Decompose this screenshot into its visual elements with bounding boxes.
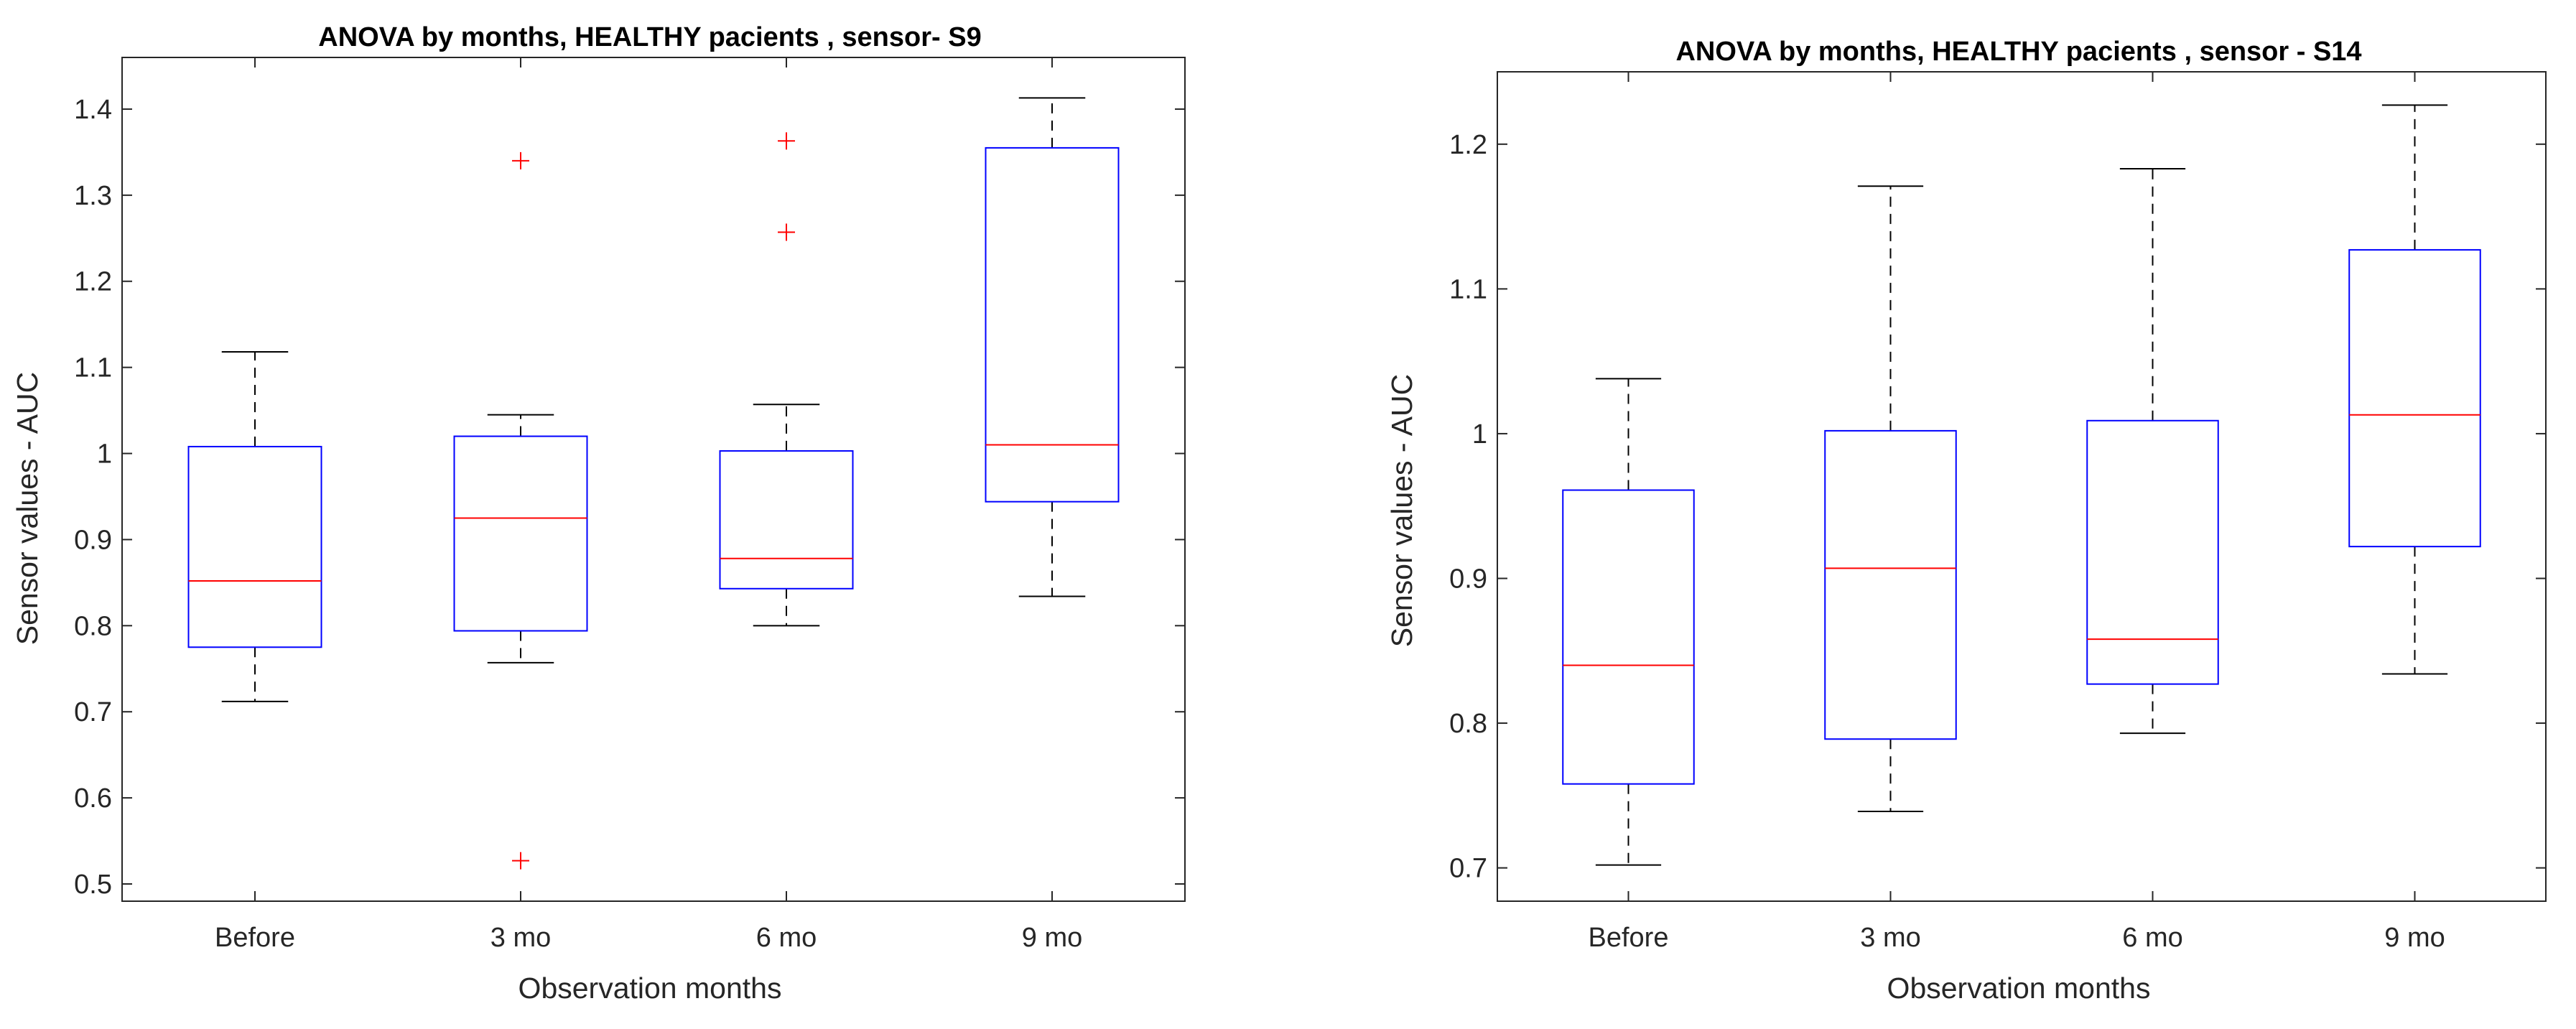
box-group-6-mo (719, 132, 854, 627)
y-tick-label: 1.3 (74, 181, 112, 211)
y-tick-label: 0.9 (1449, 564, 1487, 594)
y-tick-label: 0.5 (74, 870, 112, 900)
y-axis-label: Sensor values - AUC (11, 372, 44, 646)
chart-title: ANOVA by months, HEALTHY pacients , sens… (1675, 37, 2361, 67)
outlier-marker (778, 132, 795, 150)
x-axis-label: Observation months (519, 972, 782, 1005)
box-group-3-mo (1824, 185, 1957, 813)
y-tick-label: 0.8 (74, 611, 112, 641)
box-group-9-mo (2348, 104, 2481, 675)
y-tick-label: 1.1 (74, 353, 112, 383)
y-tick-label: 1.4 (74, 95, 112, 125)
y-tick-label: 0.6 (74, 783, 112, 814)
y-tick-label: 0.7 (74, 697, 112, 727)
box-group-3-mo (453, 152, 588, 870)
x-tick-label: 6 mo (2122, 923, 2182, 953)
y-tick-label: 0.9 (74, 525, 112, 555)
box (1824, 429, 1957, 740)
box-group-before (187, 351, 322, 702)
plot-frame (121, 57, 1186, 902)
x-tick-label: 3 mo (1860, 923, 1920, 953)
x-tick-label: 6 mo (756, 923, 817, 953)
y-tick-label: 1.2 (74, 267, 112, 297)
y-tick-label: 1 (1472, 419, 1487, 450)
chart-title: ANOVA by months, HEALTHY pacients , sens… (318, 22, 981, 52)
x-tick-label: 9 mo (2384, 923, 2445, 953)
x-tick-label: Before (215, 923, 295, 953)
box-group-before (1562, 378, 1695, 866)
box (985, 146, 1120, 503)
outlier-marker (512, 852, 529, 870)
y-tick-label: 0.8 (1449, 709, 1487, 739)
x-tick-label: 9 mo (1022, 923, 1082, 953)
chart-s9: ANOVA by months, HEALTHY pacients , sens… (11, 22, 1186, 1005)
plot-frame (1497, 71, 2547, 902)
box-group-6-mo (2086, 168, 2219, 735)
box (187, 445, 322, 648)
outlier-marker (512, 152, 529, 169)
x-tick-label: Before (1589, 923, 1669, 953)
y-tick-label: 0.7 (1449, 854, 1487, 884)
box (2086, 419, 2219, 685)
box-group-9-mo (985, 97, 1120, 597)
box (1562, 489, 1695, 785)
x-tick-label: 3 mo (490, 923, 551, 953)
y-tick-label: 1.1 (1449, 274, 1487, 304)
box (453, 435, 588, 632)
outlier-marker (778, 223, 795, 241)
chart-s14: ANOVA by months, HEALTHY pacients , sens… (1385, 37, 2547, 1005)
x-axis-label: Observation months (1887, 972, 2151, 1005)
y-tick-label: 1.2 (1449, 130, 1487, 160)
y-tick-label: 1 (97, 439, 112, 470)
box (719, 450, 854, 590)
box (2348, 248, 2481, 548)
y-axis-label: Sensor values - AUC (1385, 374, 1418, 648)
